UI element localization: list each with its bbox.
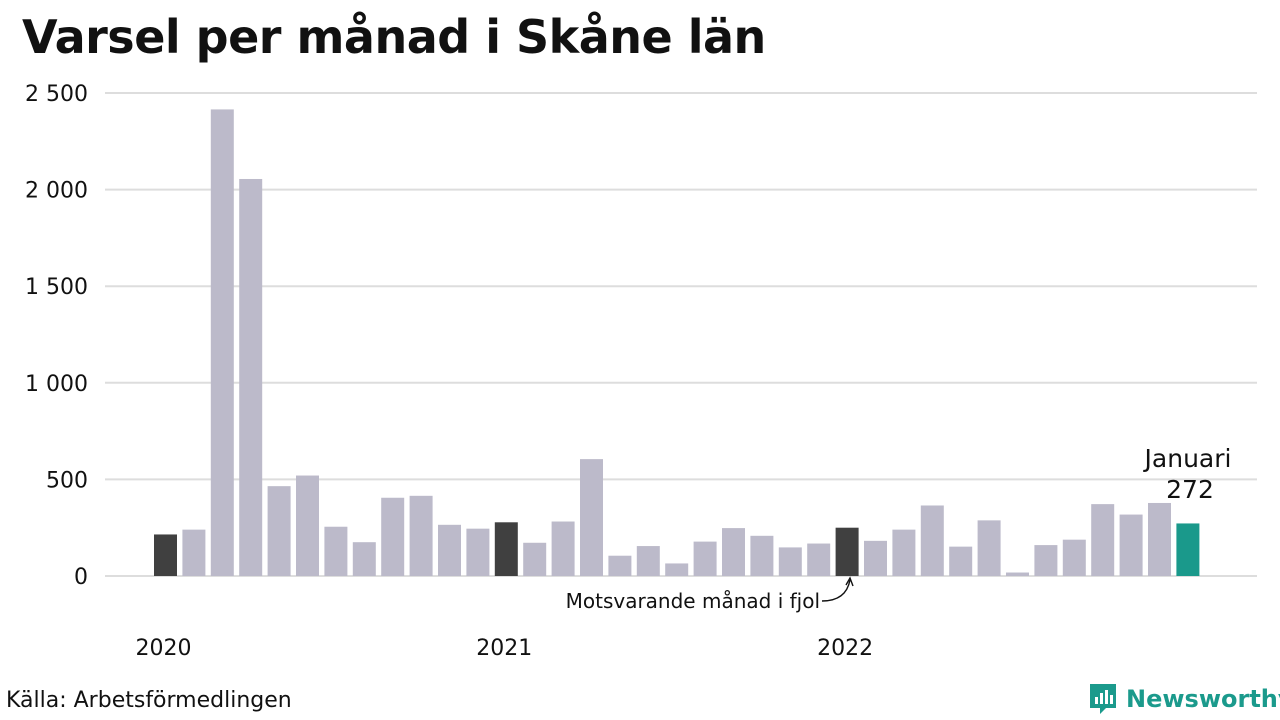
bar	[1176, 523, 1200, 576]
bar	[210, 109, 234, 576]
bar	[892, 529, 916, 576]
bar	[750, 535, 774, 576]
bar	[807, 543, 831, 576]
bar	[1091, 504, 1115, 576]
bar	[778, 547, 802, 576]
bar	[1034, 545, 1058, 576]
bar	[1119, 514, 1143, 576]
bar	[154, 534, 177, 576]
bar	[835, 527, 859, 576]
bar	[636, 546, 660, 576]
y-tick-label: 1 000	[25, 372, 88, 397]
x-year-label: 2021	[476, 636, 532, 661]
source-note: Källa: Arbetsförmedlingen	[6, 688, 292, 713]
bar	[693, 541, 717, 576]
newsworthy-logo-icon	[1090, 684, 1116, 714]
bar	[296, 475, 319, 576]
bar	[409, 495, 433, 576]
bar	[466, 528, 490, 576]
bar	[523, 542, 547, 576]
previous-year-annotation: Motsvarande månad i fjol	[566, 589, 820, 613]
bar	[438, 524, 461, 576]
current-month-label: Januari	[1143, 444, 1232, 473]
bar	[608, 555, 632, 576]
annotation-arrow	[821, 579, 851, 602]
current-value-label: 272	[1166, 475, 1214, 504]
bar	[381, 497, 405, 576]
bar	[352, 542, 376, 576]
y-tick-label: 500	[46, 468, 88, 493]
y-axis-tick-labels: 0 500 1 000 1 500 2 000 2 500	[25, 82, 88, 590]
bar	[580, 459, 603, 576]
x-year-label: 2020	[136, 636, 192, 661]
bar	[977, 520, 1001, 576]
bar	[864, 540, 887, 576]
y-tick-label: 1 500	[25, 275, 88, 300]
bar	[324, 526, 348, 576]
y-tick-label: 0	[74, 565, 88, 590]
bar	[551, 521, 575, 576]
bar	[920, 505, 944, 576]
x-axis-year-labels: 2020 2021 2022	[136, 636, 874, 661]
bar	[1062, 539, 1086, 576]
chart-title: Varsel per månad i Skåne län	[22, 10, 766, 64]
y-tick-label: 2 500	[25, 82, 88, 107]
y-tick-label: 2 000	[25, 179, 88, 204]
brand-logo[interactable]: Newsworthy	[1088, 682, 1280, 716]
bar	[949, 546, 973, 576]
brand-name: Newsworthy	[1126, 685, 1280, 713]
annotation-arrowhead	[845, 576, 854, 587]
bar	[665, 563, 689, 576]
bar	[1148, 502, 1171, 576]
bar	[267, 486, 291, 576]
bar	[722, 528, 745, 576]
bar	[494, 522, 518, 576]
bars	[154, 109, 1200, 576]
x-year-label: 2022	[817, 636, 873, 661]
bar	[1006, 572, 1029, 576]
bar	[239, 178, 263, 576]
bar	[182, 529, 206, 576]
